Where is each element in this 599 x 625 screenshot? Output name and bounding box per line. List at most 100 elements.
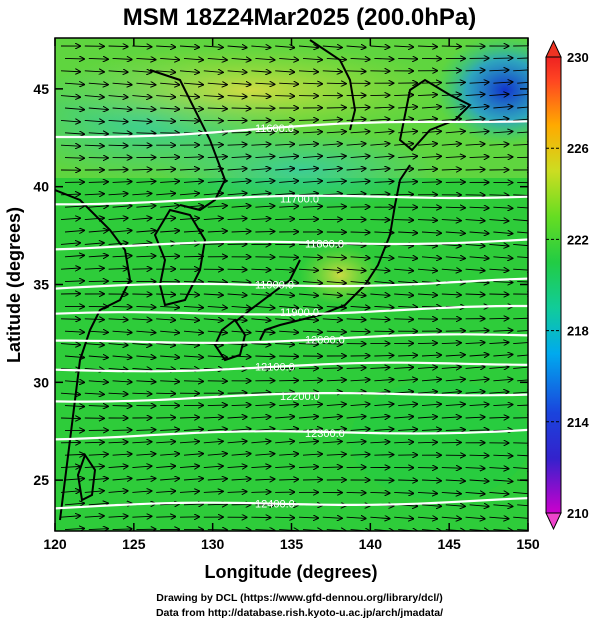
wind-vector <box>88 331 108 332</box>
wind-vector <box>489 392 508 393</box>
wind-vector <box>160 331 179 333</box>
contour-line <box>55 120 528 139</box>
y-tick-label: 45 <box>33 81 49 97</box>
wind-vector <box>156 294 175 295</box>
contour-label: 12200.0 <box>280 391 320 403</box>
wind-vector <box>417 517 437 519</box>
wind-vector <box>346 244 366 245</box>
wind-vector <box>517 529 528 531</box>
wind-vector <box>346 71 366 72</box>
wind-vector <box>207 58 227 60</box>
wind-vector <box>441 492 461 493</box>
x-axis: 120 125 130 135 140 145 150 <box>43 38 540 552</box>
wind-vector <box>302 331 322 332</box>
wind-vector <box>517 504 528 507</box>
wind-vector <box>64 331 84 332</box>
wind-vector <box>469 131 489 133</box>
x-tick-label: 125 <box>122 536 146 552</box>
contour-line <box>55 277 528 290</box>
colorbar-tick-label: 222 <box>567 232 589 247</box>
wind-vector <box>517 81 528 84</box>
wind-vector <box>421 379 441 381</box>
wind-vector <box>64 503 84 505</box>
wind-vector <box>322 269 342 270</box>
wind-vector <box>493 505 512 507</box>
wind-vector <box>251 96 270 97</box>
x-tick-label: 120 <box>43 536 67 552</box>
wind-vector <box>227 269 247 270</box>
wind-vector <box>231 83 251 84</box>
contour-line <box>55 238 528 251</box>
wind-vector <box>88 406 108 407</box>
wind-vector <box>398 379 417 380</box>
wind-vector <box>417 169 437 170</box>
wind-vector <box>60 268 80 269</box>
wind-vector <box>275 193 294 194</box>
wind-vector <box>394 367 413 368</box>
wind-vector <box>517 206 528 209</box>
wind-vector <box>374 131 393 133</box>
wind-vector <box>370 294 389 295</box>
wind-vector <box>88 381 108 382</box>
wind-vector <box>279 206 298 207</box>
wind-vector <box>517 404 528 407</box>
contour-label: 11900.0 <box>255 280 294 292</box>
wind-vector <box>513 318 528 319</box>
wind-vector <box>84 71 104 72</box>
wind-vector <box>84 96 104 98</box>
wind-vector <box>275 71 294 72</box>
wind-vector <box>445 379 465 381</box>
map-title: MSM 18Z24Mar2025 (200.0hPa) <box>122 4 477 31</box>
wind-vector <box>322 517 342 518</box>
wind-vector <box>370 319 389 320</box>
wind-vector <box>231 181 251 183</box>
wind-vector <box>298 344 318 345</box>
wind-vector <box>421 404 441 406</box>
wind-vector <box>255 231 274 232</box>
y-tick-label: 40 <box>33 179 49 195</box>
wind-vector <box>227 294 247 295</box>
y-tick-label: 35 <box>33 277 49 293</box>
wind-vector <box>417 367 437 368</box>
wind-vector <box>417 492 437 493</box>
wind-vector <box>465 367 485 369</box>
wind-vector <box>394 169 413 170</box>
wind-vector <box>64 255 84 256</box>
wind-vector <box>132 169 151 170</box>
wind-vector <box>469 257 489 259</box>
wind-vector <box>441 269 461 271</box>
wind-vector <box>203 319 223 321</box>
wind-vector <box>112 58 132 59</box>
wind-vector <box>417 392 437 394</box>
wind-vector <box>132 71 151 72</box>
wind-vector <box>346 416 366 418</box>
wind-vector <box>231 530 251 531</box>
wind-vector <box>326 282 346 284</box>
wind-vector <box>489 70 508 71</box>
wind-vector <box>179 71 199 73</box>
wind-vector <box>394 144 413 146</box>
wind-vector <box>421 156 441 157</box>
wind-vector <box>84 145 104 146</box>
wind-vector <box>517 281 528 283</box>
wind-vector <box>465 269 485 270</box>
wind-vector <box>251 417 270 418</box>
wind-vector <box>207 331 227 333</box>
wind-vector <box>183 58 203 60</box>
wind-vector <box>370 517 389 518</box>
wind-vector <box>160 206 179 208</box>
wind-vector <box>108 268 128 269</box>
wind-vector <box>298 194 318 195</box>
wind-vector <box>203 441 223 443</box>
wind-vector <box>374 107 393 108</box>
wind-vector <box>517 57 528 59</box>
wind-vector <box>156 466 175 468</box>
wind-vector <box>517 231 528 234</box>
wind-vector <box>136 58 155 59</box>
wind-vector <box>203 96 223 97</box>
wind-vector <box>179 441 199 442</box>
wind-vector <box>469 355 489 356</box>
wind-vector <box>255 356 274 357</box>
wind-vector <box>108 393 128 394</box>
